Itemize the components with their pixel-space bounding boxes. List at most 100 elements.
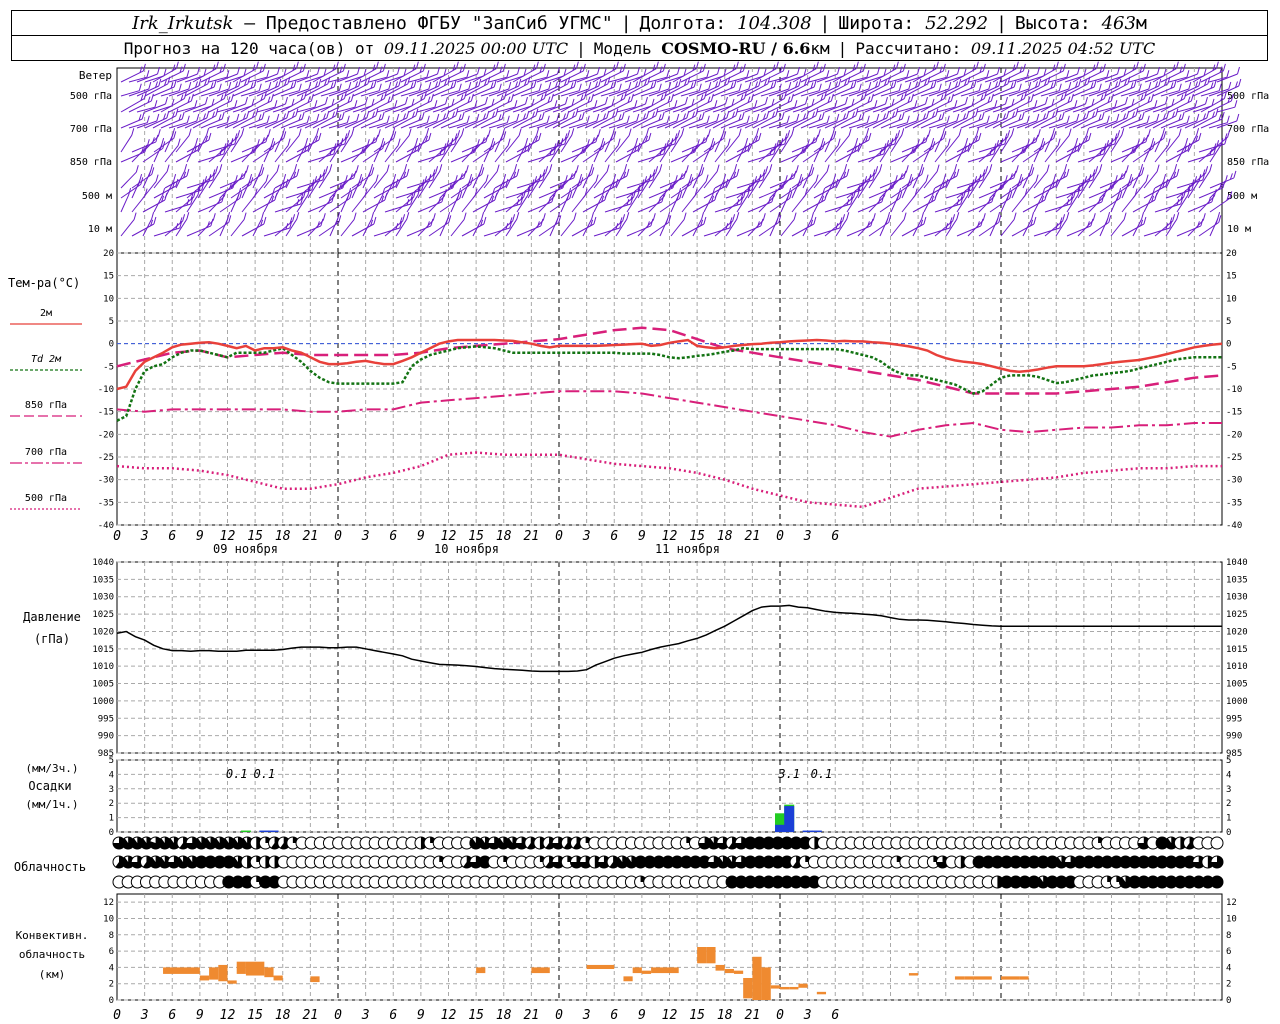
wind-barb: [1011, 141, 1037, 153]
wind-barb: [240, 98, 265, 113]
wind-barb-flag: [324, 79, 327, 86]
wind-barb: [384, 75, 405, 83]
wind-barb-flag: [527, 188, 531, 196]
wind-barb: [692, 199, 716, 213]
wind-barb: [549, 181, 566, 199]
temp-panel-ytick-left: -15: [98, 408, 114, 418]
wind-barb-flag: [485, 96, 488, 105]
pressure-panel-ytick-right: 1015: [1226, 645, 1248, 655]
convective-bar: [752, 956, 762, 1000]
wind-barb-flag: [256, 139, 260, 147]
wind-barb-flag: [855, 61, 859, 69]
wind-barb-flag: [503, 131, 507, 139]
wind-barb-flag: [420, 94, 424, 101]
wind-barb: [368, 100, 392, 113]
wind-barb-flag: [1087, 76, 1091, 84]
wind-barb-flag: [183, 171, 187, 178]
wind-barb-flag: [1236, 113, 1240, 122]
wind-barb: [538, 195, 555, 213]
wind-barb-flag: [527, 142, 531, 151]
wind-barb-flag: [942, 63, 946, 72]
wind-barb: [1187, 180, 1200, 199]
wind-barb-flag: [948, 81, 952, 90]
wind-barb: [791, 141, 817, 153]
wind-barb-flag: [573, 79, 577, 88]
wind-barb-flag: [988, 81, 992, 90]
wind-barb: [670, 134, 683, 153]
wind-barb-flag: [866, 115, 870, 123]
wind-barb-flag: [966, 110, 970, 119]
wind-barb: [681, 141, 707, 153]
wind-barb-flag: [188, 128, 192, 136]
wind-barb-flag: [553, 189, 557, 197]
wind-barb-flag: [1095, 61, 1099, 69]
cloud-cover-icon-fill: [771, 856, 784, 868]
wind-barb: [256, 73, 278, 83]
wind-barb: [896, 73, 918, 83]
wind-barb: [681, 195, 696, 213]
wind-barb: [960, 118, 983, 129]
wind-barb: [978, 170, 991, 189]
wind-barb: [978, 187, 1004, 199]
wind-barb-flag: [734, 163, 738, 172]
wind-barb-flag: [947, 96, 951, 103]
wind-barb-flag: [1066, 168, 1070, 177]
wind-barb-flag: [635, 81, 638, 88]
wind-barb-flag: [1024, 144, 1028, 153]
wind-barb: [758, 195, 775, 213]
wind-barb-flag: [388, 81, 392, 90]
wind-barb: [1136, 73, 1158, 83]
wind-barb: [712, 105, 733, 113]
wind-barb: [1080, 118, 1103, 129]
wind-barb-flag: [336, 140, 340, 148]
wind-barb-flag: [148, 81, 152, 90]
wind-barb: [1022, 170, 1032, 189]
wind-barb: [1096, 85, 1120, 97]
wind-barb-flag: [262, 63, 266, 72]
wind-barb-flag: [971, 179, 975, 186]
wind-barb-flag: [832, 127, 836, 136]
wind-barb: [1110, 151, 1136, 163]
wind-barb: [392, 105, 413, 113]
wind-barb: [505, 135, 520, 153]
wind-barb-flag: [1031, 167, 1035, 175]
wind-barb-flag: [1194, 176, 1198, 184]
wind-barb-flag: [179, 66, 183, 73]
wind-barb-flag: [716, 164, 720, 172]
wind-barb: [512, 68, 537, 83]
precip-panel-ytick-left: 1: [109, 814, 114, 824]
wind-barb-flag: [516, 212, 520, 220]
wind-barb-flag: [1145, 174, 1149, 182]
wind-barb: [560, 194, 570, 213]
wind-barb: [440, 90, 460, 97]
cloud-cover-icon-fill: [231, 856, 244, 869]
temp-panel-ytick-right: -25: [1226, 453, 1242, 463]
wind-barb: [568, 76, 588, 83]
wind-barb-flag: [818, 114, 822, 121]
temp-panel-xtick: 3: [140, 529, 149, 544]
wind-barb: [659, 144, 672, 163]
wind-barb-flag: [935, 61, 939, 69]
wind-barb-flag: [194, 145, 198, 152]
cloud-cover-icon-fill: [1009, 856, 1022, 868]
temp-panel-ytick-right: 10: [1226, 294, 1237, 304]
wind-barb-flag: [684, 79, 687, 86]
wind-barb: [528, 100, 552, 113]
wind-barb-flag: [1073, 190, 1077, 198]
wind-barb-flag: [663, 143, 667, 150]
pressure-panel-ytick-right: 1000: [1226, 697, 1248, 707]
wind-barb: [520, 118, 543, 129]
wind-barb-flag: [444, 79, 447, 86]
wind-barb-flag: [1187, 188, 1191, 196]
wind-barb-flag: [652, 111, 655, 118]
wind-barb-flag: [441, 194, 445, 203]
wind-barb-flag: [764, 79, 767, 86]
cloud-cover-icon-fill: [213, 837, 226, 849]
wind-barb-flag: [998, 215, 1002, 223]
wind-barb-flag: [275, 81, 278, 88]
wind-barb: [1000, 98, 1025, 113]
wind-barb: [989, 136, 1008, 153]
wind-barb-flag: [1066, 212, 1070, 220]
wind-barb-flag: [355, 81, 358, 88]
cloud-cover-icon-fill: [222, 856, 235, 868]
